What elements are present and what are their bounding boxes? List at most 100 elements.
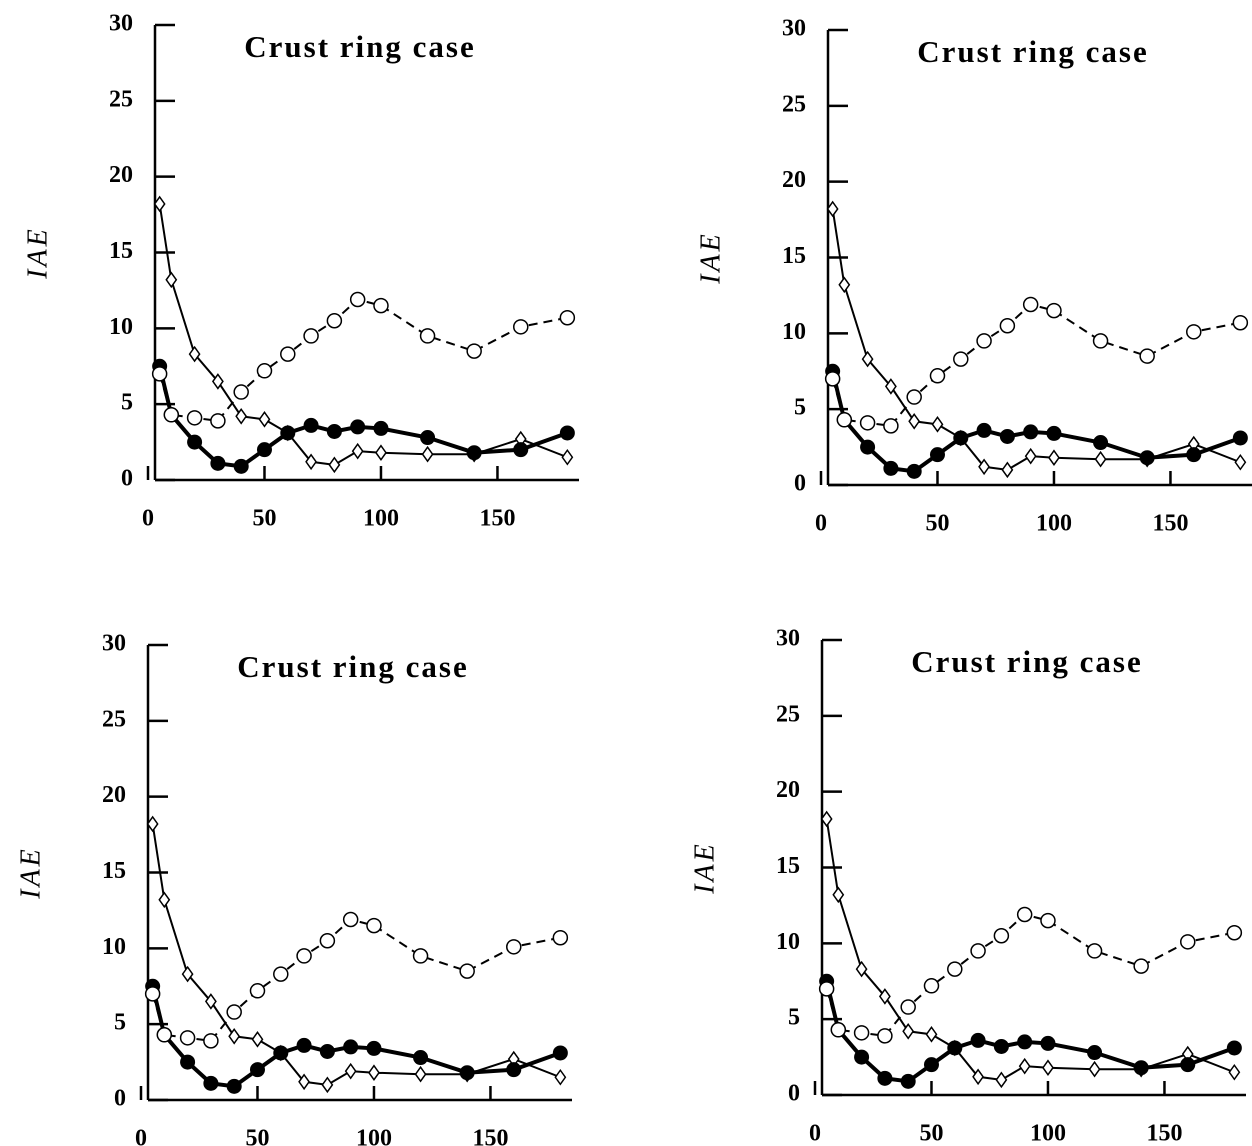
filled-marker bbox=[953, 430, 969, 446]
filled-marker bbox=[366, 1040, 382, 1056]
x-tick-label: 50 bbox=[925, 511, 949, 537]
diamond-marker bbox=[1018, 1057, 1031, 1075]
open-marker bbox=[151, 366, 168, 382]
filled-marker bbox=[350, 419, 366, 435]
open-marker bbox=[906, 389, 922, 405]
y-tick-label: 0 bbox=[794, 471, 806, 497]
open-marker bbox=[552, 929, 569, 946]
x-tick-label: 50 bbox=[919, 1121, 943, 1146]
diamond-marker bbox=[421, 445, 434, 463]
panel: Crust ring case IAE 0 5 10 15 20 25 30 0 50 100 150 bbox=[689, 626, 1246, 1146]
filled-marker bbox=[900, 1073, 916, 1089]
open-marker bbox=[853, 1025, 870, 1041]
y-tick-label: 0 bbox=[121, 466, 133, 492]
filled-marker bbox=[877, 1070, 893, 1086]
diamond-marker bbox=[1001, 461, 1014, 479]
open-marker bbox=[993, 928, 1010, 944]
filled-marker bbox=[226, 1078, 242, 1094]
diamond-marker bbox=[1088, 1060, 1101, 1078]
y-tick-label: 25 bbox=[109, 86, 133, 112]
diamond-marker bbox=[826, 200, 839, 218]
diamond-marker bbox=[832, 886, 845, 904]
open-marker bbox=[513, 319, 529, 335]
filled-marker bbox=[326, 423, 342, 439]
open-marker bbox=[836, 412, 853, 428]
filled-marker bbox=[999, 428, 1015, 444]
open-marker bbox=[179, 1030, 196, 1046]
diamond-marker bbox=[995, 1071, 1008, 1089]
open-marker bbox=[1040, 912, 1056, 929]
filled-marker bbox=[303, 417, 319, 433]
diamond-marker bbox=[820, 810, 833, 828]
diamond-marker bbox=[165, 271, 178, 289]
filled-marker bbox=[506, 1062, 522, 1078]
open-marker bbox=[953, 351, 969, 367]
open-marker bbox=[280, 346, 296, 362]
diamond-marker bbox=[861, 350, 874, 368]
y-tick-label: 5 bbox=[121, 390, 133, 416]
diamond-marker bbox=[153, 195, 166, 213]
diamond-marker bbox=[228, 1028, 241, 1045]
diamond-marker bbox=[1048, 449, 1060, 466]
diamond-marker bbox=[554, 1068, 567, 1086]
filled-marker bbox=[1180, 1057, 1196, 1073]
y-tick-label: 15 bbox=[102, 858, 126, 884]
diamond-marker bbox=[181, 965, 194, 983]
open-marker bbox=[466, 343, 482, 359]
diamond-marker bbox=[978, 458, 991, 476]
panel: Crust ring case IAE 0 5 10 15 20 25 30 0 50 100 150 bbox=[15, 631, 572, 1146]
x-tick-label: 100 bbox=[1036, 511, 1072, 537]
filled-marker bbox=[256, 442, 272, 458]
filled-marker bbox=[1087, 1045, 1103, 1061]
filled-marker bbox=[413, 1050, 429, 1066]
open-marker bbox=[273, 966, 289, 982]
y-axis-label: IAE bbox=[22, 226, 53, 280]
chart-title: Crust ring case bbox=[237, 649, 468, 684]
open-marker bbox=[342, 911, 359, 928]
open-marker bbox=[144, 986, 161, 1002]
y-tick-label: 25 bbox=[782, 91, 806, 117]
filled-marker bbox=[203, 1075, 219, 1091]
filled-marker bbox=[854, 1049, 870, 1065]
x-tick-label: 100 bbox=[363, 506, 399, 532]
x-tick-label: 150 bbox=[1146, 1121, 1182, 1146]
x-tick-label: 150 bbox=[479, 506, 515, 532]
y-axis-label: IAE bbox=[695, 231, 726, 285]
open-marker bbox=[1086, 943, 1103, 959]
diamond-marker bbox=[972, 1068, 985, 1086]
diamond-marker bbox=[188, 345, 201, 363]
y-tick-label: 0 bbox=[114, 1086, 126, 1112]
open-marker bbox=[349, 291, 366, 308]
open-marker bbox=[970, 943, 986, 959]
diamond-marker bbox=[908, 413, 921, 430]
open-marker bbox=[506, 939, 522, 955]
filled-marker bbox=[249, 1062, 265, 1078]
open-marker bbox=[1186, 324, 1202, 340]
diamond-marker bbox=[1234, 453, 1247, 471]
diamond-marker bbox=[414, 1065, 427, 1083]
diamond-marker bbox=[235, 408, 248, 425]
filled-marker bbox=[970, 1032, 986, 1048]
filled-marker bbox=[420, 430, 436, 446]
filled-marker bbox=[343, 1039, 359, 1055]
y-tick-label: 30 bbox=[782, 16, 806, 42]
open-marker bbox=[1139, 348, 1155, 364]
open-marker bbox=[883, 418, 899, 434]
open-marker bbox=[1133, 958, 1149, 974]
filled-marker bbox=[1093, 435, 1109, 451]
y-tick-label: 10 bbox=[782, 319, 806, 345]
diamond-marker bbox=[1024, 447, 1037, 465]
filled-marker bbox=[1046, 425, 1062, 441]
y-axis-label: IAE bbox=[689, 841, 720, 895]
open-marker bbox=[373, 297, 389, 314]
filled-marker bbox=[373, 420, 389, 436]
series-line bbox=[151, 918, 561, 1042]
filled-marker bbox=[1186, 447, 1202, 463]
open-marker bbox=[303, 328, 319, 344]
filled-marker bbox=[1133, 1060, 1149, 1076]
diamond-marker bbox=[1228, 1063, 1241, 1081]
filled-marker bbox=[233, 458, 249, 474]
open-marker bbox=[559, 309, 576, 326]
x-tick-label: 0 bbox=[809, 1121, 821, 1146]
